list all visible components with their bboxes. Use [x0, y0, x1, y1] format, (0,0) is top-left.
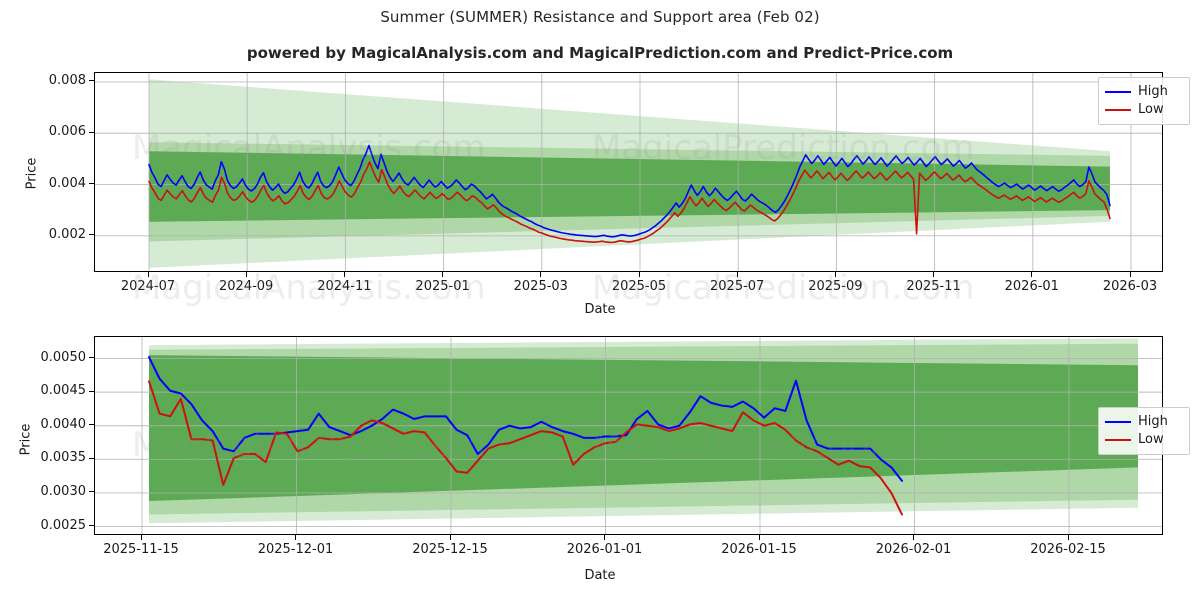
- x-tick-mark: [343, 272, 345, 277]
- upper-x-tick-label: 2024-07: [120, 279, 176, 294]
- y-tick-mark: [89, 457, 94, 459]
- lower-x-axis-label: Date: [584, 568, 616, 583]
- x-tick-mark: [140, 535, 142, 540]
- legend-label-high: High: [1138, 414, 1168, 429]
- y-tick-mark: [89, 525, 94, 527]
- legend-label-low: Low: [1138, 102, 1164, 117]
- x-tick-mark: [540, 272, 542, 277]
- legend-item-low[interactable]: Low: [1105, 431, 1182, 449]
- lower-x-tick-label: 2025-12-15: [412, 542, 488, 557]
- upper-y-tick-label: 0.008: [48, 72, 86, 88]
- y-tick-mark: [89, 424, 94, 426]
- upper-legend[interactable]: High Low: [1098, 77, 1190, 125]
- y-tick-mark: [89, 183, 94, 185]
- lower-plot-svg: [95, 337, 1162, 534]
- lower-plot-area: [94, 336, 1163, 535]
- x-tick-mark: [913, 535, 914, 540]
- page-title: Summer (SUMMER) Resistance and Support a…: [380, 8, 820, 26]
- lower-y-tick-label: 0.0040: [40, 416, 87, 432]
- y-tick-mark: [89, 491, 94, 493]
- upper-x-tick-label: 2025-11: [906, 279, 961, 294]
- upper-x-tick-label: 2025-09: [808, 279, 863, 294]
- x-tick-mark: [604, 535, 605, 540]
- upper-x-tick-label: 2025-01: [415, 279, 470, 294]
- page-subtitle: powered by MagicalAnalysis.com and Magic…: [246, 44, 954, 62]
- x-tick-mark: [245, 272, 247, 277]
- lower-y-tick-label: 0.0050: [40, 349, 87, 365]
- x-tick-mark: [1031, 272, 1033, 277]
- y-tick-mark: [89, 80, 94, 82]
- lower-y-tick-label: 0.0045: [40, 383, 87, 399]
- legend-label-low: Low: [1138, 432, 1164, 447]
- lower-chart-panel: Price 0.0025 0.0030 0.0035 0.0040 0.0045 0.00…: [0, 320, 1200, 600]
- upper-plot-area: [94, 72, 1163, 272]
- y-tick-mark: [89, 357, 94, 358]
- upper-y-tick-label: 0.002: [48, 226, 86, 242]
- upper-x-tick-label: 2025-07: [710, 279, 765, 294]
- upper-x-tick-label: 2024-11: [317, 279, 372, 294]
- lower-y-tick-label: 0.0035: [40, 450, 87, 466]
- y-tick-mark: [89, 131, 94, 133]
- x-tick-mark: [442, 272, 444, 277]
- upper-plot-svg: [95, 73, 1162, 271]
- lower-x-tick-label: 2025-11-15: [103, 542, 179, 557]
- legend-swatch-low: [1105, 109, 1131, 111]
- upper-chart-panel: Price 0.002 0.004 0.006 0.008 2024-07 2024-0…: [24, 72, 1190, 317]
- x-tick-mark: [1129, 272, 1131, 277]
- x-tick-mark: [933, 272, 935, 277]
- legend-item-low[interactable]: Low: [1105, 101, 1182, 119]
- x-tick-mark: [758, 535, 760, 540]
- legend-swatch-high: [1105, 91, 1131, 93]
- legend-item-high[interactable]: High: [1105, 413, 1182, 431]
- legend-swatch-low: [1105, 439, 1131, 441]
- upper-x-tick-label: 2025-03: [513, 279, 568, 294]
- lower-x-tick-label: 2026-01-01: [566, 542, 643, 557]
- upper-x-tick-label: 2025-05: [611, 279, 667, 294]
- legend-swatch-high: [1105, 421, 1131, 423]
- upper-x-tick-label: 2026-01: [1004, 279, 1059, 294]
- lower-x-tick-label: 2026-02-01: [875, 542, 952, 557]
- upper-y-tick-label: 0.006: [48, 124, 86, 140]
- upper-x-tick-label: 2026-03: [1102, 279, 1158, 294]
- x-tick-mark: [736, 272, 738, 277]
- x-tick-mark: [147, 272, 149, 277]
- lower-x-tick-label: 2026-02-15: [1030, 542, 1106, 557]
- lower-legend[interactable]: High Low: [1098, 407, 1190, 455]
- legend-item-high[interactable]: High: [1105, 83, 1182, 101]
- lower-x-tick-label: 2025-12-01: [257, 542, 334, 557]
- upper-y-axis-label: Price: [24, 157, 40, 190]
- x-tick-mark: [638, 272, 640, 277]
- upper-x-tick-label: 2024-09: [219, 279, 274, 294]
- upper-y-tick-label: 0.004: [48, 175, 86, 191]
- x-tick-mark: [834, 272, 836, 277]
- lower-x-tick-label: 2026-01-15: [721, 542, 797, 557]
- lower-y-tick-label: 0.0025: [40, 517, 87, 533]
- x-tick-mark: [449, 535, 451, 540]
- x-tick-mark: [295, 535, 296, 540]
- y-tick-mark: [89, 390, 94, 392]
- x-tick-mark: [1067, 535, 1069, 540]
- lower-y-tick-label: 0.0030: [40, 483, 87, 499]
- y-tick-mark: [89, 234, 94, 236]
- legend-label-high: High: [1138, 84, 1168, 99]
- upper-x-axis-label: Date: [584, 302, 616, 317]
